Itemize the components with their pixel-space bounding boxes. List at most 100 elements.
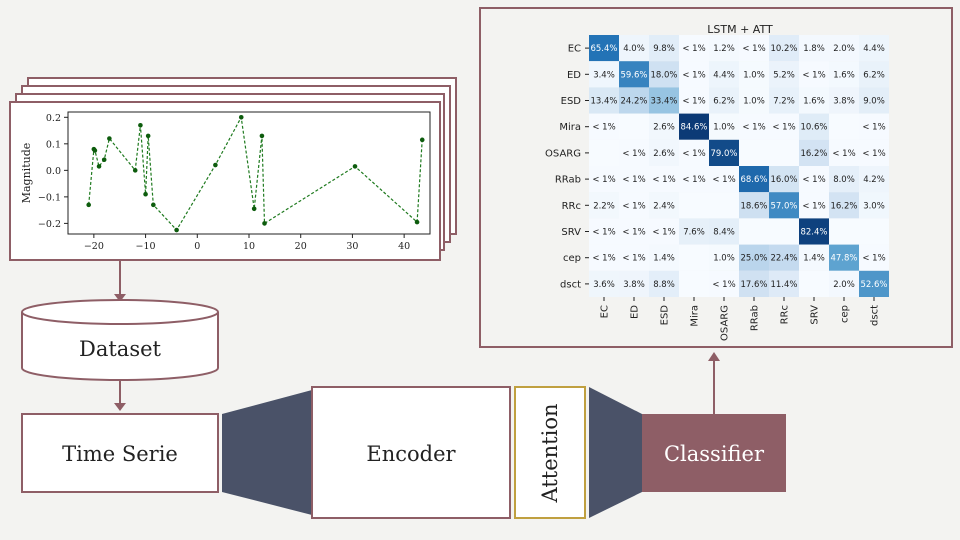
matrix-cell	[709, 166, 739, 193]
matrix-cell	[799, 139, 829, 166]
cell-label: 4.0%	[623, 44, 645, 54]
matrix-cell	[679, 139, 709, 166]
matrix-cell	[859, 35, 889, 62]
cell-label: 2.2%	[593, 201, 615, 211]
arrow-head-dataset	[114, 294, 126, 302]
cell-label: < 1%	[802, 175, 825, 185]
data-point	[352, 164, 358, 169]
cell-label: < 1%	[622, 228, 645, 238]
matrix-cell	[799, 166, 829, 193]
data-point	[151, 202, 156, 208]
classifier-label: Classifier	[664, 442, 765, 466]
y-tick-label: 0.1	[46, 139, 61, 150]
cell-label: 57.0%	[770, 201, 797, 211]
matrix-cell	[709, 192, 739, 219]
matrix-cell	[739, 87, 769, 114]
cell-label: 8.4%	[713, 228, 735, 238]
time-serie-label: Time Serie	[62, 442, 178, 466]
matrix-cell	[709, 35, 739, 62]
cell-label: < 1%	[802, 70, 825, 80]
col-label: ED	[630, 305, 641, 319]
cell-label: < 1%	[592, 175, 615, 185]
data-point	[419, 137, 425, 143]
matrix-cell	[799, 35, 829, 62]
col-label: Mira	[690, 305, 701, 327]
col-label: OSARG	[720, 305, 731, 341]
cell-label: 33.4%	[650, 97, 677, 107]
time-serie-box	[21, 413, 219, 493]
matrix-cell	[799, 270, 829, 297]
matrix-cell	[619, 244, 649, 271]
row-label: dsct	[560, 279, 581, 290]
matrix-cell	[739, 192, 769, 219]
matrix-cell	[769, 218, 799, 245]
attention-box	[514, 386, 586, 519]
matrix-cell	[619, 87, 649, 114]
matrix-cell	[619, 61, 649, 88]
x-axis: −20 −10 0 10 20 30 40	[84, 234, 410, 252]
cell-label: 25.0%	[740, 254, 767, 264]
x-tick-label: −10	[136, 241, 156, 252]
matrix-cell	[799, 244, 829, 271]
cell-label: 1.6%	[833, 70, 855, 80]
matrix-cell	[679, 166, 709, 193]
x-tick-label: 20	[295, 241, 307, 252]
col-label: cep	[840, 305, 851, 323]
cell-label: 7.2%	[773, 97, 795, 107]
cell-label: < 1%	[682, 70, 705, 80]
cell-label: 6.2%	[713, 97, 735, 107]
matrix-cell	[649, 192, 679, 219]
arrow-head-time-serie	[114, 403, 126, 411]
matrix-cell	[649, 244, 679, 271]
matrix-cell	[799, 218, 829, 245]
matrix-cell	[649, 270, 679, 297]
col-label: dsct	[870, 305, 881, 326]
matrix-cell	[589, 61, 619, 88]
matrix-cell	[829, 218, 859, 245]
cell-label: 4.4%	[713, 70, 735, 80]
cell-label: 59.6%	[620, 70, 647, 80]
cell-label: < 1%	[742, 123, 765, 133]
matrix-cell	[799, 113, 829, 140]
matrix-cell	[709, 218, 739, 245]
row-label: EC	[568, 44, 581, 55]
cell-label: 8.8%	[653, 280, 675, 290]
matrix-cell	[619, 113, 649, 140]
y-tick-label: −0.1	[38, 192, 61, 203]
matrix-cell	[739, 270, 769, 297]
cell-label: < 1%	[652, 228, 675, 238]
light-curve-series	[86, 115, 425, 233]
cell-label: < 1%	[682, 149, 705, 159]
matrix-cell	[589, 244, 619, 271]
x-tick-label: 0	[194, 241, 200, 252]
data-point	[213, 162, 218, 168]
matrix-cell	[679, 87, 709, 114]
cell-label: < 1%	[712, 280, 735, 290]
matrix-cell	[709, 139, 739, 166]
cell-label: 18.0%	[650, 70, 677, 80]
cell-label: 22.4%	[770, 254, 797, 264]
matrix-cell	[739, 61, 769, 88]
matrix-cell	[739, 35, 769, 62]
cell-label: 52.6%	[860, 280, 887, 290]
matrix-cell	[649, 139, 679, 166]
dataset-label: Dataset	[79, 337, 162, 361]
cell-label: 3.0%	[863, 201, 885, 211]
data-point	[259, 133, 265, 139]
cell-label: 17.6%	[740, 280, 767, 290]
cell-label: < 1%	[862, 149, 885, 159]
cell-label: 4.2%	[863, 175, 885, 185]
matrix-cell	[799, 192, 829, 219]
matrix-cell	[649, 61, 679, 88]
matrix-cell	[679, 192, 709, 219]
cell-label: 16.2%	[800, 149, 827, 159]
cell-label: 68.6%	[740, 175, 767, 185]
encoder-label: Encoder	[366, 442, 456, 466]
matrix-cell	[829, 166, 859, 193]
cell-label: 2.6%	[653, 149, 675, 159]
matrix-cell	[799, 61, 829, 88]
row-label: ESD	[561, 96, 582, 107]
data-point	[96, 164, 102, 169]
matrix-cell	[589, 270, 619, 297]
